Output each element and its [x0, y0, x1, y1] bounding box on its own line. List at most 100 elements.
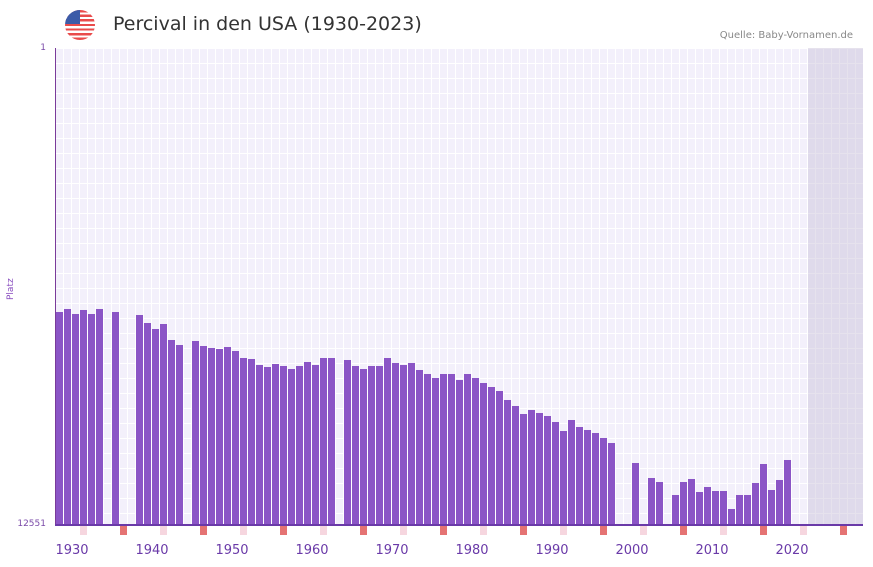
bar-1959[interactable] — [288, 369, 295, 525]
bar-2007[interactable] — [672, 494, 679, 525]
bar-1976[interactable] — [424, 373, 431, 525]
source-link[interactable]: Quelle: Baby-Vornamen.de — [719, 30, 853, 41]
bar-1948[interactable] — [200, 345, 207, 525]
bar-2015[interactable] — [736, 494, 743, 525]
bar-1950[interactable] — [216, 348, 223, 525]
year-marker — [720, 526, 727, 535]
bar-1980[interactable] — [456, 380, 463, 525]
bar-1968[interactable] — [360, 369, 367, 525]
bar-1995[interactable] — [576, 426, 583, 525]
bar-1958[interactable] — [280, 365, 287, 525]
bar-1989[interactable] — [528, 410, 535, 525]
bar-1978[interactable] — [440, 374, 447, 525]
bar-1944[interactable] — [168, 339, 175, 525]
bar-1996[interactable] — [584, 429, 591, 525]
year-marker — [160, 526, 167, 535]
x-tick-2020: 2020 — [775, 543, 809, 558]
bar-1983[interactable] — [480, 383, 487, 525]
bar-1930[interactable] — [56, 312, 63, 525]
bar-1947[interactable] — [192, 341, 199, 525]
bar-1949[interactable] — [208, 348, 215, 525]
bar-1941[interactable] — [144, 322, 151, 525]
year-marker — [280, 526, 287, 535]
bar-1942[interactable] — [152, 329, 159, 525]
bar-2010[interactable] — [696, 491, 703, 525]
y-tick-bottom: 12551 — [17, 519, 46, 529]
bar-2011[interactable] — [704, 486, 711, 525]
bar-2014[interactable] — [728, 508, 735, 525]
x-tick-1940: 1940 — [135, 543, 169, 558]
bar-1931[interactable] — [64, 309, 71, 525]
bar-1967[interactable] — [352, 365, 359, 525]
bar-1951[interactable] — [224, 347, 231, 525]
bar-1932[interactable] — [72, 314, 79, 525]
x-tick-1980: 1980 — [455, 543, 489, 558]
bar-1984[interactable] — [488, 386, 495, 525]
bar-1964[interactable] — [328, 358, 335, 525]
bar-1974[interactable] — [408, 362, 415, 525]
bar-1963[interactable] — [320, 357, 327, 525]
bar-1991[interactable] — [544, 415, 551, 525]
bar-1975[interactable] — [416, 369, 423, 525]
bar-2005[interactable] — [656, 482, 663, 525]
y-tick-top: 1 — [40, 43, 46, 53]
bar-1952[interactable] — [232, 350, 239, 525]
year-marker — [200, 526, 207, 535]
bar-1998[interactable] — [600, 438, 607, 525]
bar-1934[interactable] — [88, 313, 95, 525]
bar-1977[interactable] — [432, 377, 439, 525]
bar-2019[interactable] — [768, 489, 775, 525]
bar-1992[interactable] — [552, 421, 559, 525]
bar-1962[interactable] — [312, 365, 319, 525]
bar-1954[interactable] — [248, 358, 255, 525]
bar-1933[interactable] — [80, 310, 87, 525]
bar-1937[interactable] — [112, 312, 119, 525]
bar-2012[interactable] — [712, 491, 719, 525]
future-shade — [808, 48, 863, 525]
bar-1935[interactable] — [96, 309, 103, 525]
bar-1957[interactable] — [272, 364, 279, 525]
bar-1970[interactable] — [376, 366, 383, 525]
bar-2013[interactable] — [720, 491, 727, 525]
bar-2016[interactable] — [744, 494, 751, 525]
bar-2018[interactable] — [760, 463, 767, 525]
x-tick-1930: 1930 — [55, 543, 89, 558]
bar-1969[interactable] — [368, 366, 375, 525]
y-axis — [55, 48, 56, 525]
x-tick-1960: 1960 — [295, 543, 329, 558]
bar-1971[interactable] — [384, 358, 391, 525]
bar-1956[interactable] — [264, 367, 271, 525]
bar-2002[interactable] — [632, 463, 639, 525]
bar-1966[interactable] — [344, 359, 351, 525]
bar-1960[interactable] — [296, 366, 303, 525]
bar-1979[interactable] — [448, 374, 455, 525]
year-marker — [240, 526, 247, 535]
bar-1985[interactable] — [496, 391, 503, 525]
bar-1999[interactable] — [608, 443, 615, 525]
bar-1955[interactable] — [256, 364, 263, 525]
bar-1953[interactable] — [240, 357, 247, 525]
bar-2021[interactable] — [784, 459, 791, 525]
bar-2008[interactable] — [680, 482, 687, 525]
bar-1972[interactable] — [392, 363, 399, 525]
bar-1940[interactable] — [136, 314, 143, 525]
bar-1981[interactable] — [464, 373, 471, 525]
bar-1994[interactable] — [568, 419, 575, 525]
bar-1973[interactable] — [400, 365, 407, 525]
bar-2009[interactable] — [688, 478, 695, 525]
bar-1990[interactable] — [536, 412, 543, 525]
bar-1997[interactable] — [592, 432, 599, 525]
bar-2020[interactable] — [776, 480, 783, 525]
bar-1988[interactable] — [520, 413, 527, 525]
bar-1961[interactable] — [304, 362, 311, 525]
bar-1987[interactable] — [512, 406, 519, 525]
bar-1993[interactable] — [560, 430, 567, 525]
bar-1982[interactable] — [472, 378, 479, 525]
bar-2017[interactable] — [752, 482, 759, 525]
year-marker — [600, 526, 607, 535]
bar-2004[interactable] — [648, 477, 655, 525]
bar-1986[interactable] — [504, 399, 511, 525]
year-marker — [480, 526, 487, 535]
bar-1945[interactable] — [176, 345, 183, 525]
bar-1943[interactable] — [160, 323, 167, 525]
